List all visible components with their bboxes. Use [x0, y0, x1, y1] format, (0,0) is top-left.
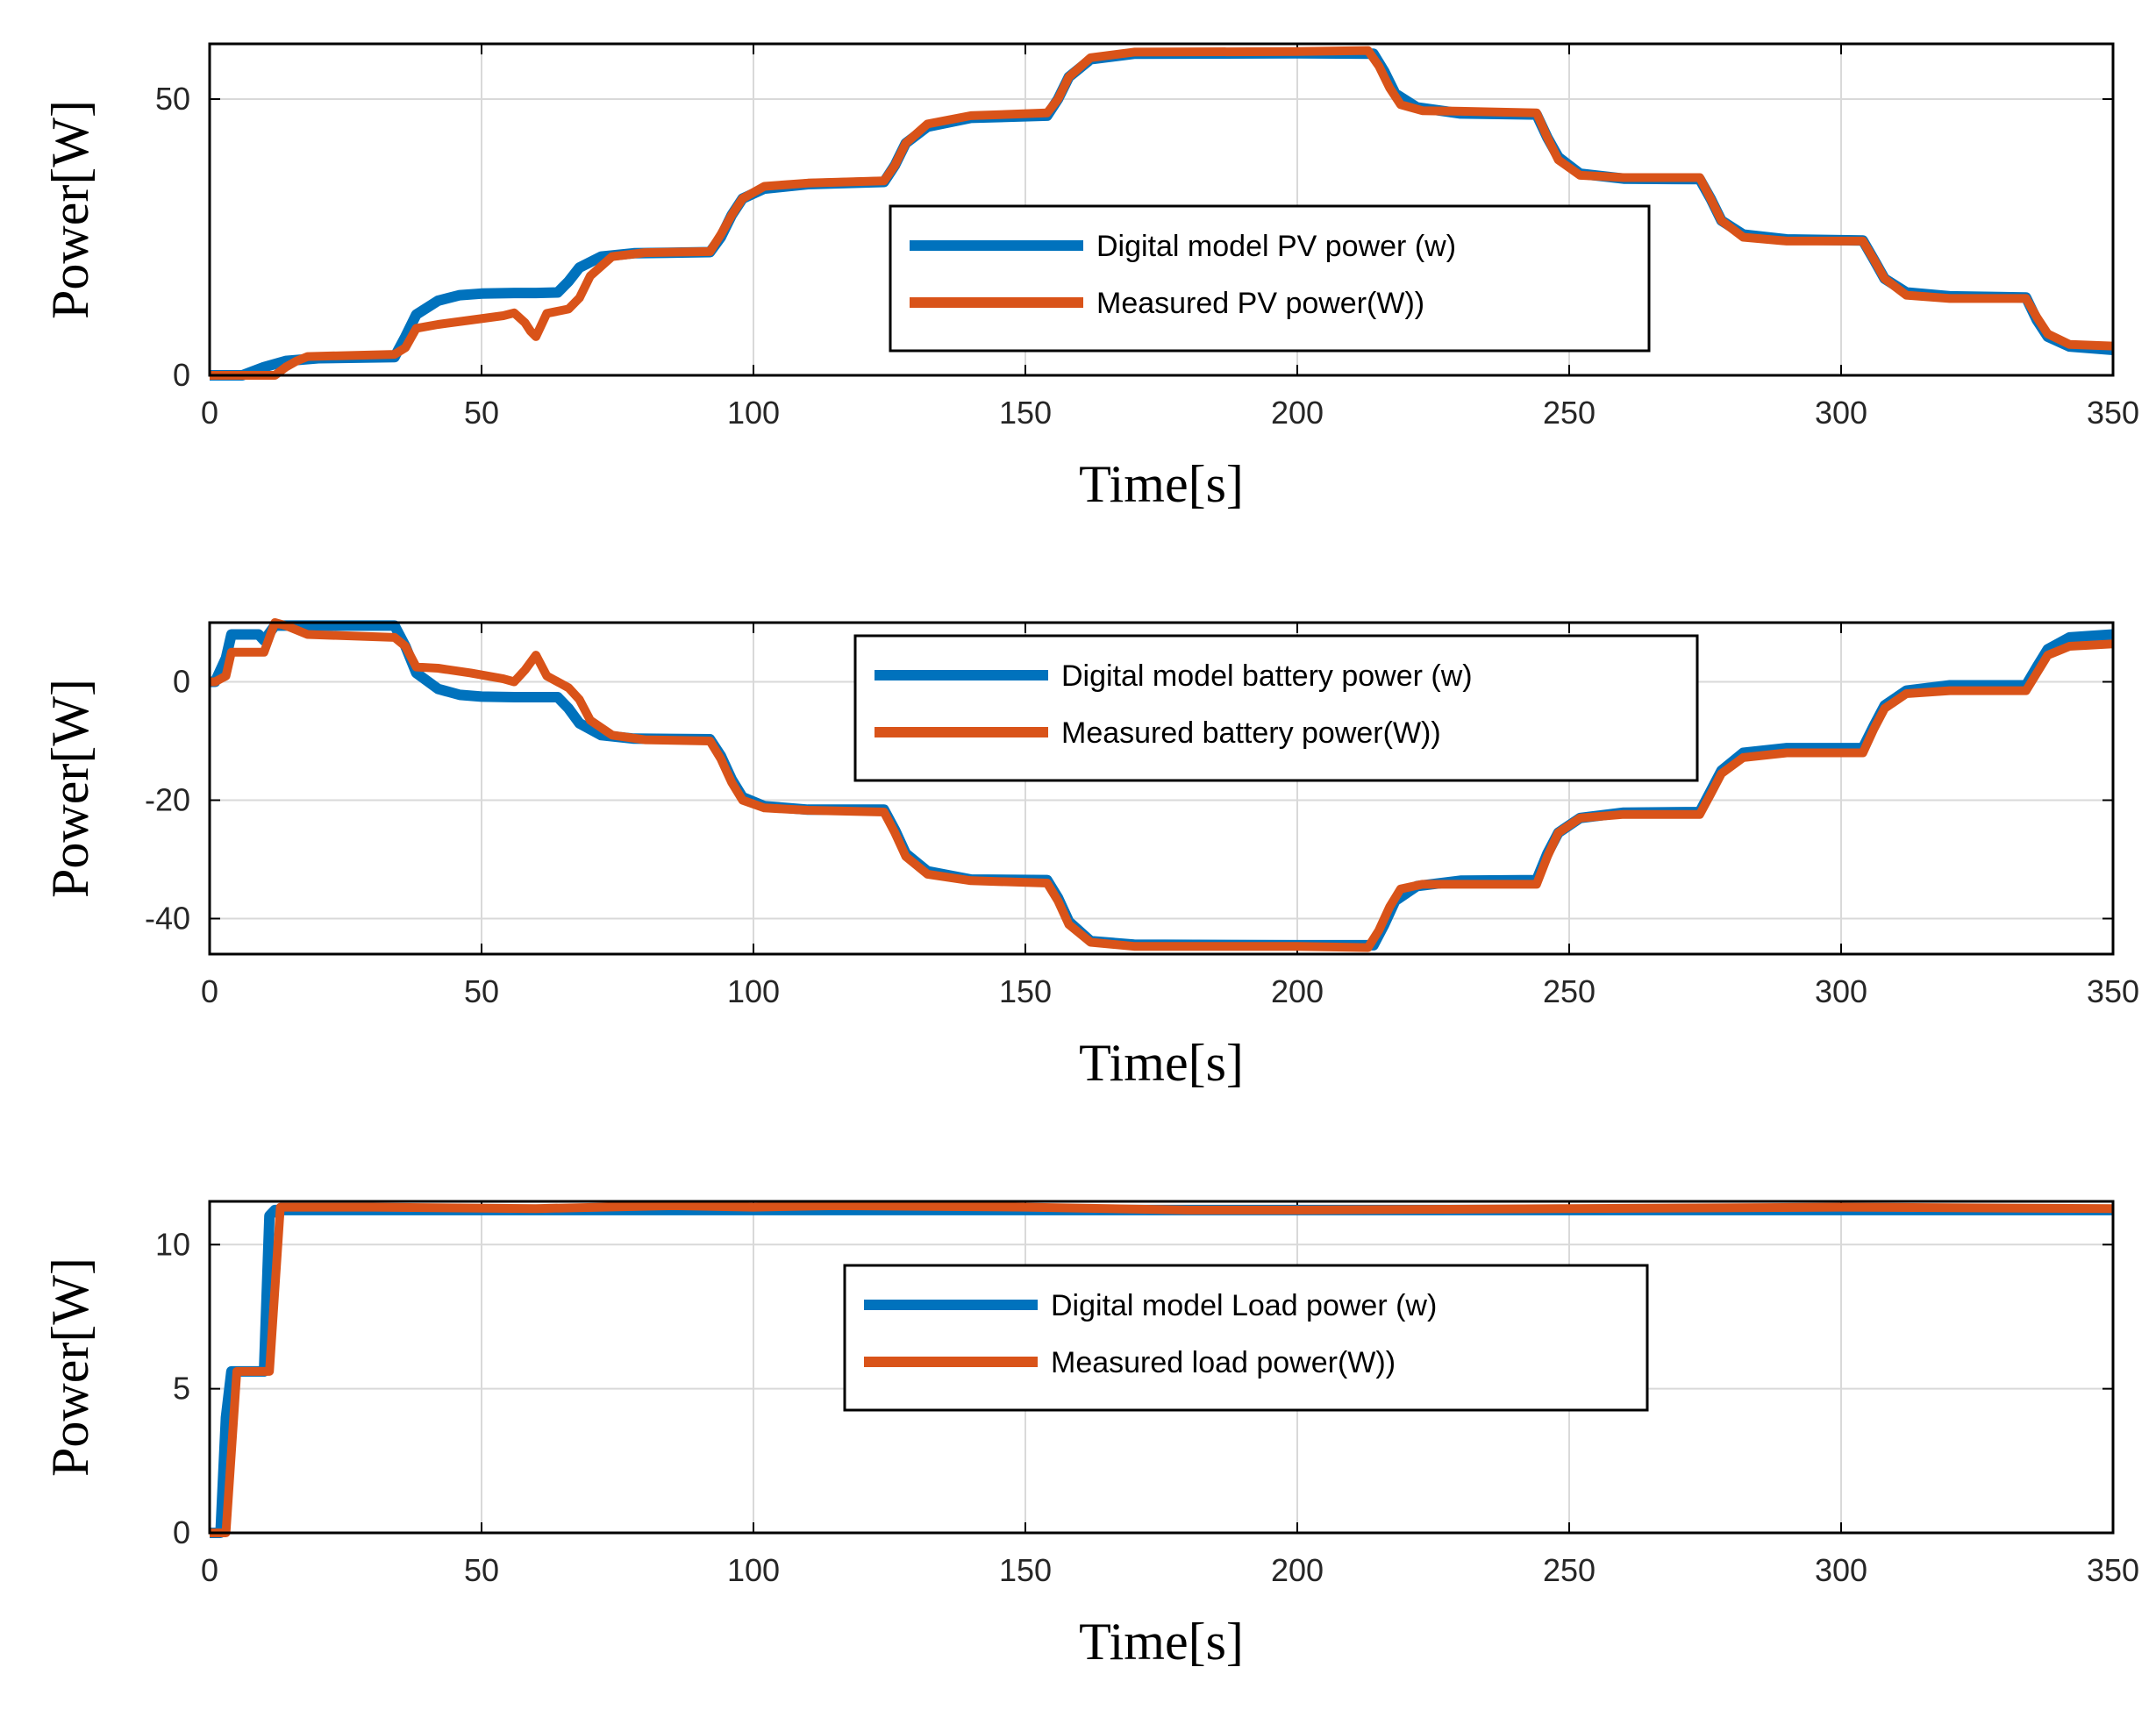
y-tick-label: -20 — [145, 782, 190, 818]
x-tick-label: 50 — [464, 395, 499, 431]
x-tick-label: 100 — [727, 395, 780, 431]
y-tick-label: -40 — [145, 901, 190, 937]
x-tick-label: 0 — [201, 1552, 218, 1588]
legend-label: Measured load power(W)) — [1051, 1346, 1396, 1379]
legend-box — [889, 204, 1651, 353]
x-axis-label: Time[s] — [1079, 1034, 1244, 1092]
y-axis-label: Power[W] — [41, 1258, 99, 1477]
x-tick-label: 50 — [464, 973, 499, 1009]
x-tick-label: 150 — [999, 973, 1052, 1009]
x-tick-label: 150 — [999, 395, 1052, 431]
legend-box — [843, 1264, 1649, 1412]
chart-panel-1: 0 50 100 150 200 250 300 350 0 50 Time[s] Power[W] D… — [41, 42, 2139, 513]
x-tick-label: 50 — [464, 1552, 499, 1588]
x-axis-label: Time[s] — [1079, 455, 1244, 513]
series-line-measured — [210, 46, 2113, 380]
axes-frame — [208, 621, 2115, 956]
legend-label: Digital model battery power (w) — [1061, 659, 1473, 693]
x-tick-label: 100 — [727, 1552, 780, 1588]
x-tick-label: 200 — [1271, 973, 1324, 1009]
legend-label: Digital model Load power (w) — [1051, 1289, 1437, 1322]
y-tick-label: 10 — [155, 1226, 190, 1262]
legend-label: Measured PV power(W)) — [1096, 287, 1424, 320]
legend-label: Digital model PV power (w) — [1096, 230, 1456, 263]
x-tick-label: 300 — [1815, 1552, 1867, 1588]
x-tick-label: 0 — [201, 395, 218, 431]
chart-panel-2: 0 50 100 150 200 250 300 350 0 -20 -40 Time[s] Power… — [41, 618, 2139, 1092]
x-tick-label: 200 — [1271, 1552, 1324, 1588]
legend-label: Measured battery power(W)) — [1061, 716, 1441, 750]
x-tick-label: 350 — [2087, 973, 2139, 1009]
y-axis-label: Power[W] — [41, 100, 99, 319]
y-tick-label: 0 — [173, 357, 190, 393]
y-tick-label: 50 — [155, 81, 190, 117]
axes-frame — [208, 1200, 2115, 1535]
x-tick-label: 100 — [727, 973, 780, 1009]
x-tick-label: 350 — [2087, 1552, 2139, 1588]
legend: Digital model battery power (w) Measured … — [853, 634, 1699, 782]
y-tick-label: 0 — [173, 1514, 190, 1550]
axes-frame — [208, 42, 2115, 377]
chart-panel-3: 0 50 100 150 200 250 300 350 0 5 10 Time[s] Power[W]… — [41, 1200, 2139, 1671]
x-tick-label: 200 — [1271, 395, 1324, 431]
series-line-measured — [210, 618, 2113, 952]
x-tick-label: 300 — [1815, 395, 1867, 431]
legend-box — [853, 634, 1699, 782]
x-tick-label: 350 — [2087, 395, 2139, 431]
x-axis-label: Time[s] — [1079, 1613, 1244, 1671]
legend: Digital model Load power (w) Measured loa… — [843, 1264, 1649, 1412]
x-tick-label: 300 — [1815, 973, 1867, 1009]
x-tick-label: 150 — [999, 1552, 1052, 1588]
legend: Digital model PV power (w) Measured PV po… — [889, 204, 1651, 353]
series-line-measured — [210, 1201, 2113, 1537]
x-tick-label: 250 — [1543, 973, 1596, 1009]
x-tick-label: 250 — [1543, 1552, 1596, 1588]
x-tick-label: 250 — [1543, 395, 1596, 431]
y-axis-label: Power[W] — [41, 679, 99, 898]
y-tick-label: 5 — [173, 1371, 190, 1407]
x-tick-label: 0 — [201, 973, 218, 1009]
y-tick-label: 0 — [173, 664, 190, 700]
